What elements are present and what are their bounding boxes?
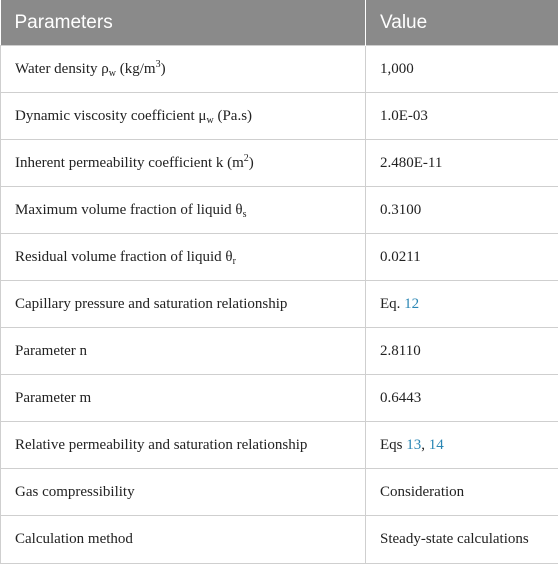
equation-link-13[interactable]: 13: [406, 437, 421, 453]
parameter-cell: Inherent permeability coefficient k (m2): [1, 140, 366, 187]
header-parameters: Parameters: [1, 0, 366, 46]
value-cell: 0.0211: [366, 234, 558, 281]
value-cell: Consideration: [366, 469, 558, 516]
parameter-cell: Residual volume fraction of liquid θr: [1, 234, 366, 281]
header-value: Value: [366, 0, 558, 46]
equation-link-12[interactable]: 12: [404, 296, 419, 312]
value-cell: Eq. 12: [366, 281, 558, 328]
table-row: Relative permeability and saturation rel…: [1, 422, 558, 469]
value-cell: 0.3100: [366, 187, 558, 234]
parameter-cell: Dynamic viscosity coefficient μw (Pa.s): [1, 93, 366, 140]
value-cell: Eqs 13, 14: [366, 422, 558, 469]
table-row: Dynamic viscosity coefficient μw (Pa.s) …: [1, 93, 558, 140]
parameter-cell: Maximum volume fraction of liquid θs: [1, 187, 366, 234]
header-row: Parameters Value: [1, 0, 558, 46]
value-cell: 2.8110: [366, 328, 558, 375]
table-row: Inherent permeability coefficient k (m2)…: [1, 140, 558, 187]
value-cell: 0.6443: [366, 375, 558, 422]
table-row: Maximum volume fraction of liquid θs 0.3…: [1, 187, 558, 234]
table-row: Water density ρw (kg/m3) 1,000: [1, 46, 558, 93]
parameter-cell: Calculation method: [1, 516, 366, 564]
parameter-cell: Water density ρw (kg/m3): [1, 46, 366, 93]
table-row: Residual volume fraction of liquid θr 0.…: [1, 234, 558, 281]
value-cell: 1,000: [366, 46, 558, 93]
table-row: Capillary pressure and saturation relati…: [1, 281, 558, 328]
value-cell: 1.0E-03: [366, 93, 558, 140]
parameter-cell: Parameter m: [1, 375, 366, 422]
table-row: Calculation method Steady-state calculat…: [1, 516, 558, 564]
table-row: Gas compressibility Consideration: [1, 469, 558, 516]
table-row: Parameter n 2.8110: [1, 328, 558, 375]
equation-link-14[interactable]: 14: [429, 437, 444, 453]
parameter-cell: Parameter n: [1, 328, 366, 375]
table-row: Parameter m 0.6443: [1, 375, 558, 422]
value-cell: Steady-state calculations: [366, 516, 558, 564]
parameter-cell: Capillary pressure and saturation relati…: [1, 281, 366, 328]
parameter-cell: Relative permeability and saturation rel…: [1, 422, 366, 469]
value-cell: 2.480E-11: [366, 140, 558, 187]
parameter-cell: Gas compressibility: [1, 469, 366, 516]
